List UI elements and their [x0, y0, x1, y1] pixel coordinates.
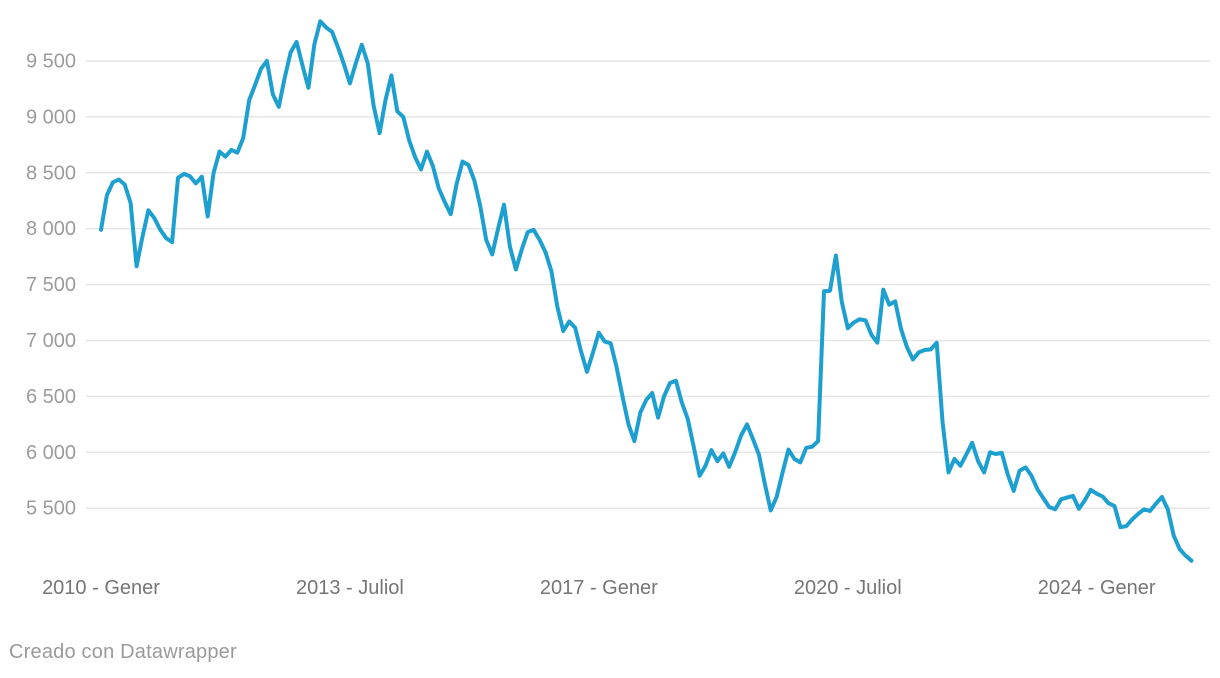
y-axis-label: 8 000: [26, 218, 76, 240]
x-axis-label: 2020 - Juliol: [794, 577, 902, 599]
y-axis-label: 6 500: [26, 386, 76, 408]
x-axis-label: 2017 - Gener: [540, 577, 658, 599]
y-axis-label: 5 500: [26, 498, 76, 520]
datawrapper-credit: Creado con Datawrapper: [9, 641, 237, 663]
y-axis-label: 8 500: [26, 162, 76, 184]
x-axis-label: 2010 - Gener: [42, 577, 160, 599]
y-axis-label: 7 500: [26, 274, 76, 296]
y-axis-label: 6 000: [26, 442, 76, 464]
y-axis-label: 7 000: [26, 330, 76, 352]
y-axis-label: 9 000: [26, 106, 76, 128]
y-axis-label: 9 500: [26, 51, 76, 73]
data-series-line[interactable]: [99, 19, 1194, 563]
x-axis-label: 2013 - Juliol: [296, 577, 404, 599]
x-axis-label: 2024 - Gener: [1038, 577, 1156, 599]
